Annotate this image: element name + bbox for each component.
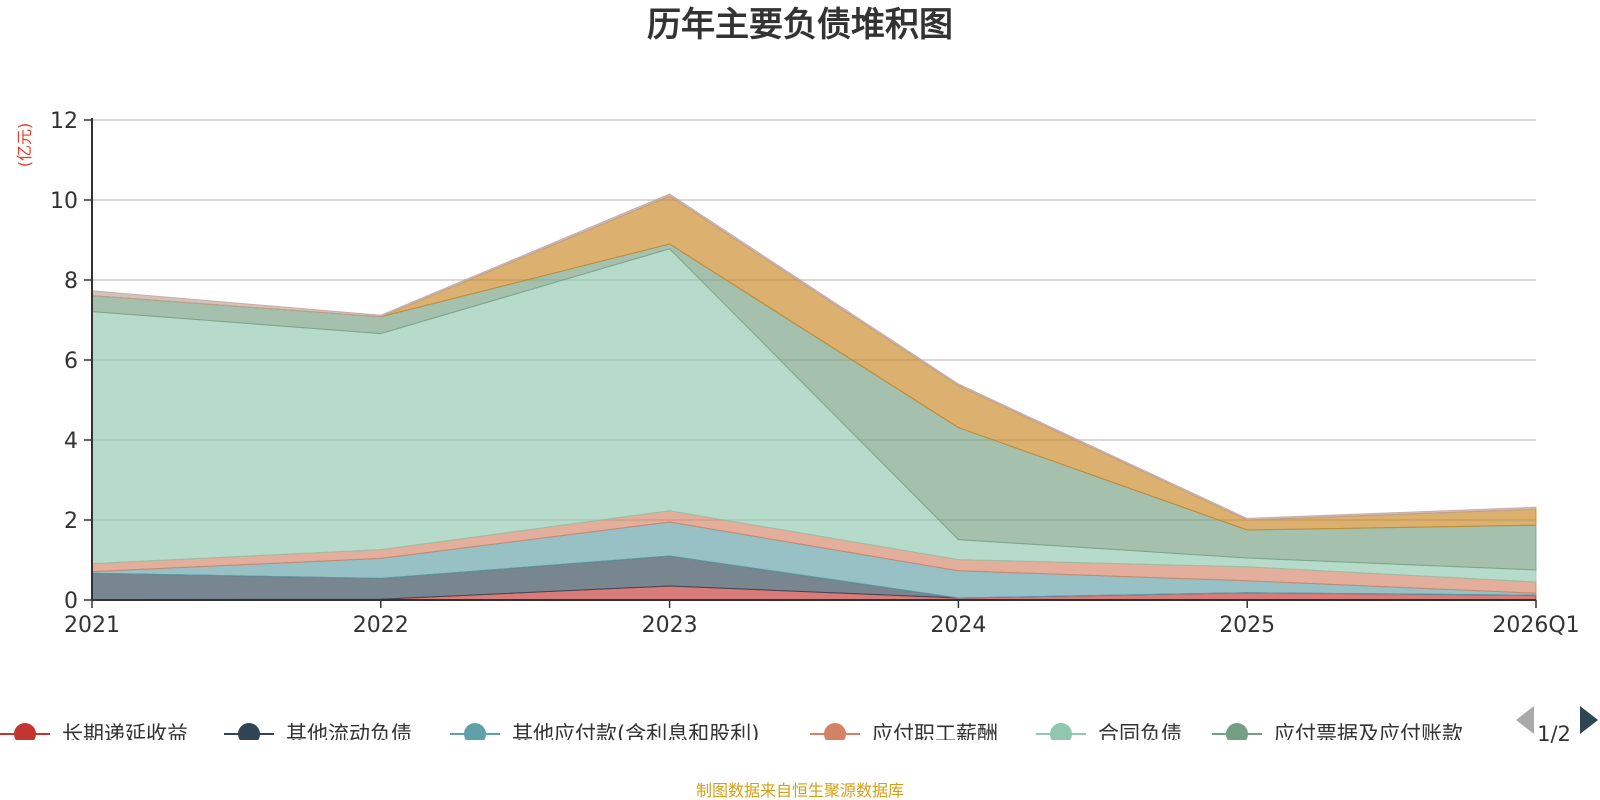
area-series-7[interactable] [91,193,1537,521]
y-tick-label: 12 [50,109,78,134]
y-tick-label: 6 [64,349,78,374]
legend-circle-icon [1050,723,1072,740]
legend-prev-page-icon[interactable] [1516,706,1534,734]
legend-circle-icon [1226,723,1248,740]
x-tick-label: 2022 [353,613,409,638]
legend-item[interactable]: 应付票据及应付账款 [1212,722,1463,746]
legend-item[interactable]: 应付职工薪酬 [810,722,998,746]
y-tick-label: 2 [64,509,78,534]
legend-next-page-icon[interactable] [1580,706,1598,734]
area-series-group [91,193,1537,601]
legend-item[interactable]: 其他流动负债 [224,722,412,746]
legend-label: 其他应付款(含利息和股利) [512,722,759,746]
y-tick-label: 0 [64,589,78,614]
x-tick-label: 2023 [642,613,698,638]
legend-circle-icon [464,723,486,740]
legend-label: 合同负债 [1098,722,1182,746]
legend-item[interactable]: 合同负债 [1036,722,1182,746]
y-tick-label: 8 [64,269,78,294]
data-source-footer: 制图数据来自恒生聚源数据库 [696,781,904,800]
x-tick-label: 2021 [64,613,120,638]
x-tick-label: 2026Q1 [1492,613,1579,638]
x-tick-label: 2024 [930,613,986,638]
legend-label: 应付票据及应付账款 [1274,722,1463,746]
legend-circle-icon [824,723,846,740]
y-tick-label: 10 [50,189,78,214]
y-tick-label: 4 [64,429,78,454]
legend-item[interactable]: 其他应付款(含利息和股利) [450,722,759,746]
legend-label: 应付职工薪酬 [872,722,998,746]
legend-label: 长期递延收益 [62,722,188,746]
axes: 0 2 4 6 8 10 12 2021 2022 2023 2024 2025 2026Q1 [50,109,1580,638]
y-axis-unit-label: (亿元) [15,123,34,168]
legend: 长期递延收益 其他流动负债 其他应付款(含利息和股利) 应付职工薪酬 合同负债 应付票据及… [0,722,1463,746]
legend-circle-icon [14,723,36,740]
x-tick-label: 2025 [1219,613,1275,638]
chart-title: 历年主要负债堆积图 [647,5,953,45]
legend-label: 其他流动负债 [286,722,412,746]
legend-circle-icon [238,723,260,740]
legend-item[interactable]: 长期递延收益 [0,722,188,746]
legend-page-indicator: 1/2 [1537,722,1571,746]
legend-pager: 1/2 [1516,706,1598,746]
